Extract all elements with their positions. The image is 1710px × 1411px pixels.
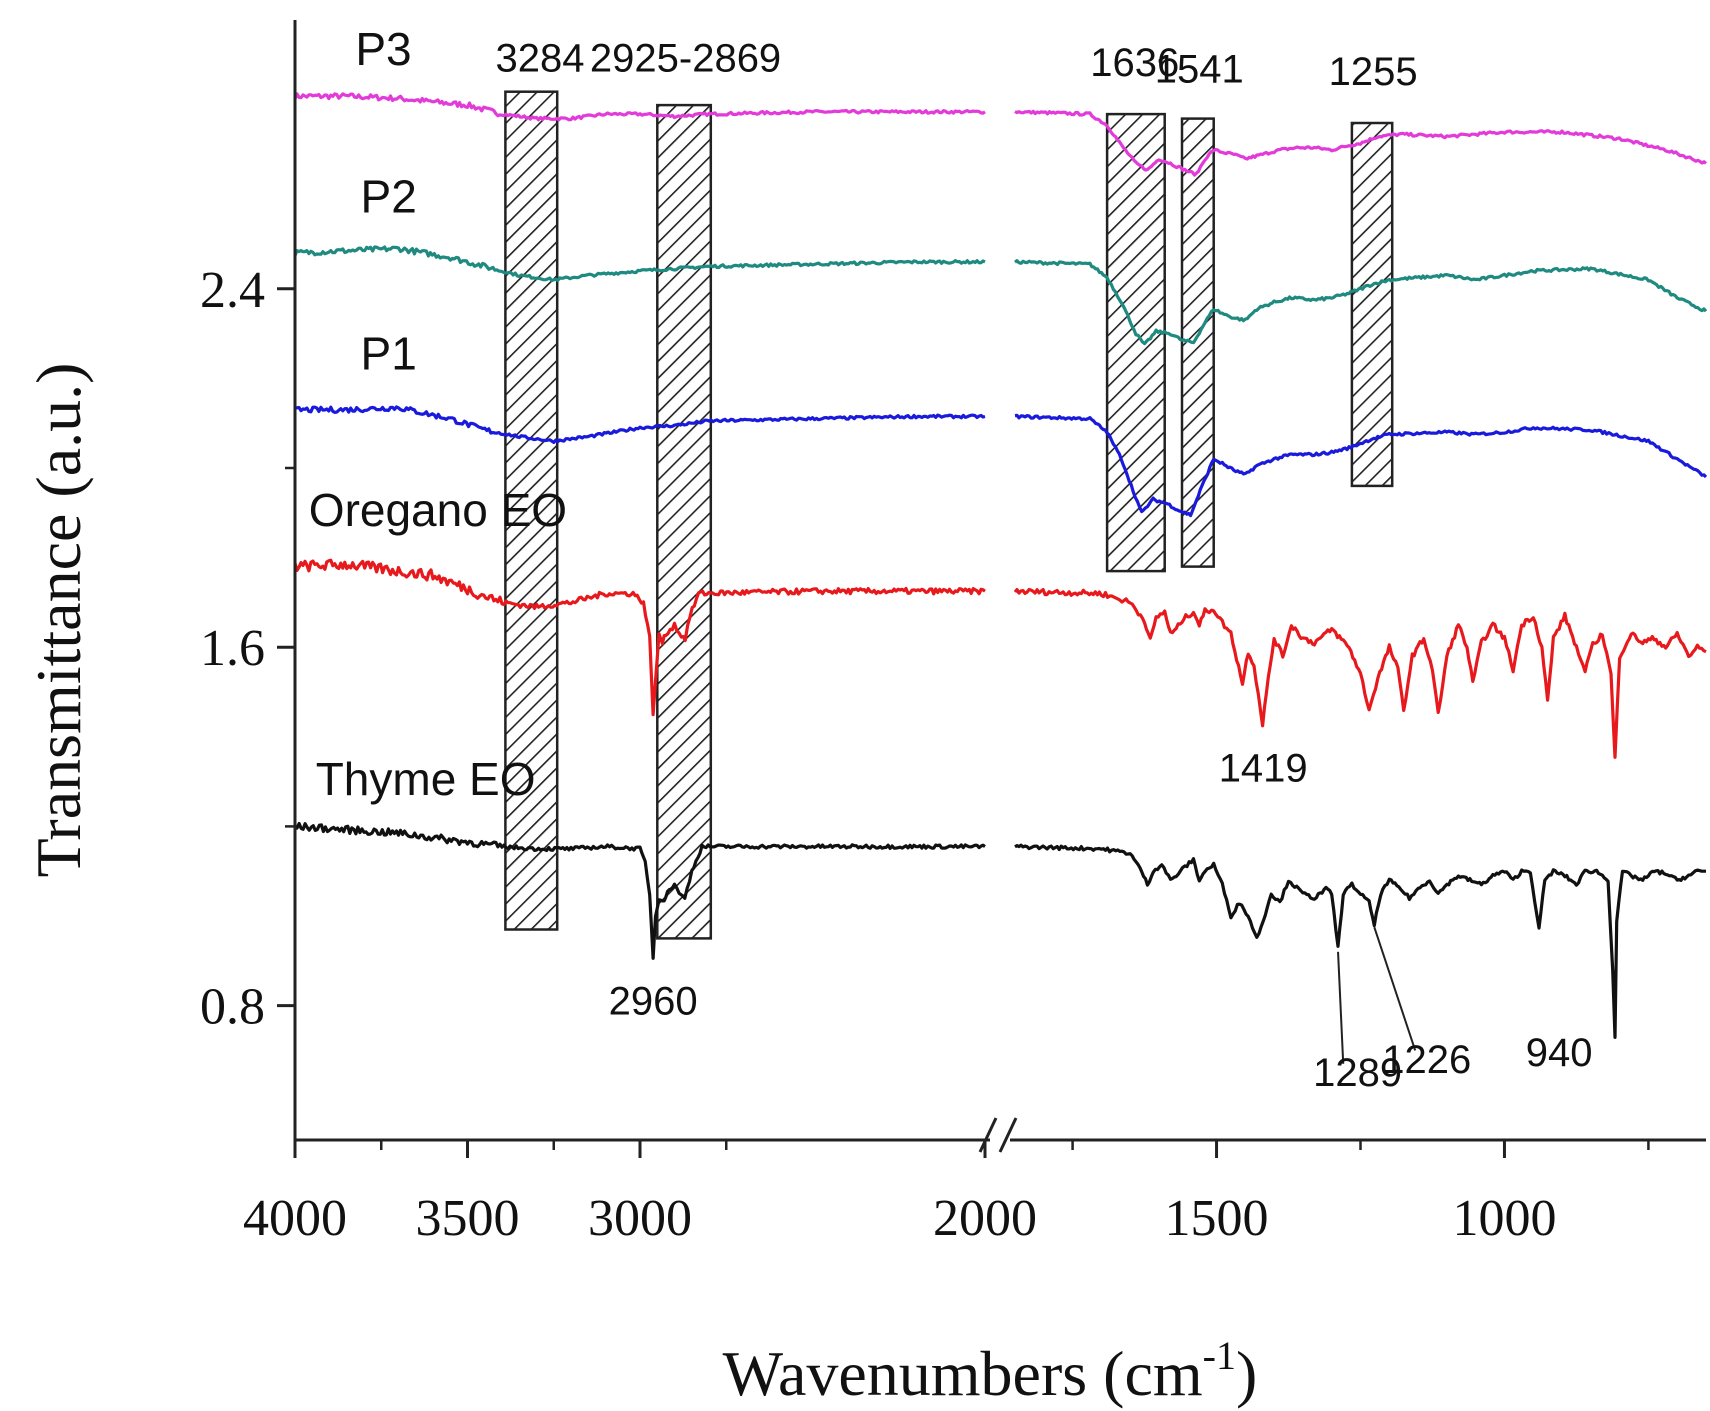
- peak-label: 1226: [1382, 1038, 1471, 1082]
- highlight-regions: [504, 90, 1394, 940]
- series-line-left: [293, 92, 986, 122]
- series-1: [293, 245, 1708, 346]
- region-label: 3284: [495, 37, 584, 81]
- x-tick-label: 2000: [933, 1190, 1037, 1247]
- peak-label: 1419: [1219, 747, 1308, 791]
- region-label: 1255: [1329, 50, 1418, 94]
- y-tick-label: 1.6: [200, 620, 265, 677]
- series-line-left: [293, 245, 986, 283]
- labels: P3 P2 P1 Oregano EO Thyme EO 3284 2925-2869 163…: [309, 23, 1593, 1095]
- highlight-region-4: [1350, 121, 1394, 488]
- series-line-left: [294, 405, 986, 444]
- x-tick-label: 3500: [416, 1190, 520, 1247]
- highlight-region-0: [504, 90, 559, 931]
- highlight-region-1: [656, 103, 713, 940]
- y-tick-label: 2.4: [200, 262, 265, 319]
- series-label: P1: [361, 327, 417, 379]
- region-label: 2925-2869: [590, 37, 781, 81]
- series-line-left: [293, 558, 986, 717]
- series-line-left: [293, 821, 986, 960]
- series-4: [293, 821, 1706, 1039]
- series-label: P2: [361, 171, 417, 223]
- region-label: 1636: [1090, 41, 1179, 85]
- y-axis-title: Transmittance (a.u.): [23, 363, 94, 878]
- axes: 4000 3500 3000 2000 1500 1000 2.4 1.6 0.8: [200, 20, 1706, 1247]
- series-line-right: [1014, 843, 1706, 1039]
- x-tick-label: 1500: [1165, 1190, 1269, 1247]
- peak-leader-line: [1337, 951, 1345, 1064]
- spectra: [293, 92, 1708, 1039]
- series-label: Oregano EO: [309, 484, 567, 536]
- peak-leader-line: [1373, 926, 1417, 1051]
- series-line-right: [1014, 259, 1708, 346]
- series-3: [293, 558, 1707, 759]
- x-axis-title: Wavenumbers (cm-1): [723, 1333, 1258, 1409]
- axis-break-mark-2: [998, 1117, 1018, 1153]
- y-tick-label: 0.8: [200, 979, 265, 1036]
- peak-label: 940: [1526, 1031, 1593, 1075]
- x-tick-label: 3000: [588, 1190, 692, 1247]
- series-0: [293, 92, 1707, 177]
- series-label: P3: [355, 23, 411, 75]
- highlight-region-3: [1180, 117, 1215, 568]
- series-line-right: [1014, 413, 1708, 518]
- series-label: Thyme EO: [316, 753, 536, 805]
- x-tick-label: 1000: [1452, 1190, 1556, 1247]
- series-line-right: [1014, 109, 1707, 177]
- peak-label: 1289: [1313, 1051, 1402, 1095]
- axis-break-mark-1: [978, 1117, 998, 1153]
- region-label: 1541: [1155, 48, 1244, 92]
- peak-label: 2960: [609, 980, 698, 1024]
- series-2: [294, 405, 1708, 518]
- series-line-right: [1013, 587, 1707, 759]
- x-tick-label: 4000: [243, 1190, 347, 1247]
